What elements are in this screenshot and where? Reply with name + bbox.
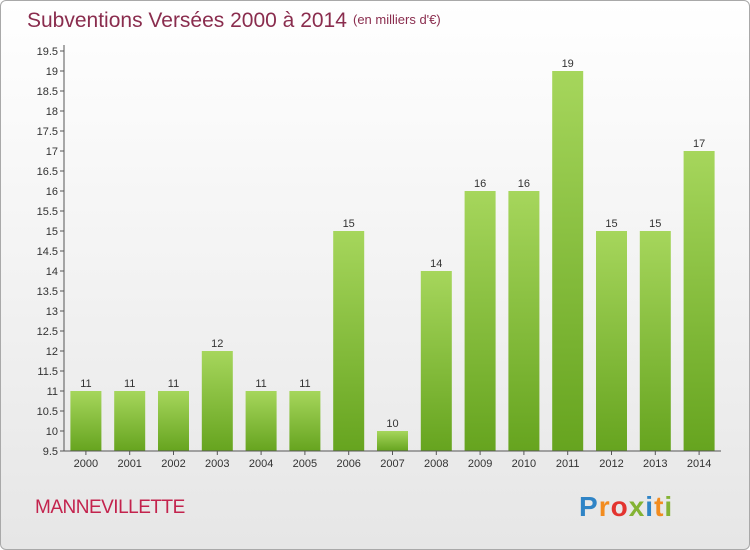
commune-name: MANNEVILLETTE xyxy=(35,497,185,518)
y-tick-label: 13 xyxy=(46,306,58,318)
y-tick-label: 16.5 xyxy=(37,166,58,178)
x-tick-2006: 2006 xyxy=(336,458,360,470)
bar-2013 xyxy=(639,231,671,451)
bar-2012 xyxy=(596,231,627,451)
value-label-2014: 17 xyxy=(693,138,705,150)
value-label-2013: 15 xyxy=(649,218,661,230)
x-tick-2011: 2011 xyxy=(556,458,580,470)
bar-2010 xyxy=(508,191,540,451)
y-tick-label: 12.5 xyxy=(37,326,58,338)
x-tick-2001: 2001 xyxy=(117,458,141,470)
y-tick-label: 18 xyxy=(46,106,58,118)
y-tick-label: 15 xyxy=(46,226,58,238)
bar-2003 xyxy=(201,351,233,451)
value-label-2007: 10 xyxy=(386,418,398,430)
value-label-2011: 19 xyxy=(562,58,574,70)
value-label-2000: 11 xyxy=(80,378,91,390)
value-label-2010: 16 xyxy=(518,178,530,190)
y-tick-label: 16 xyxy=(46,186,58,198)
x-tick-2002: 2002 xyxy=(161,458,185,470)
x-tick-2005: 2005 xyxy=(293,458,317,470)
y-tick-label: 18.5 xyxy=(37,86,58,98)
y-tick-label: 10.5 xyxy=(37,406,58,418)
y-tick-label: 17.5 xyxy=(37,126,58,138)
bars-group: 11 11 11 12 11 11 15 10 14 16 16 19 15 15 17 xyxy=(70,58,715,451)
brand-letter: P xyxy=(579,491,599,522)
chart-unit: (en milliers d'€) xyxy=(353,12,441,27)
y-tick-label: 19.5 xyxy=(37,46,58,58)
x-tick-2003: 2003 xyxy=(205,458,229,470)
y-tick-label: 15.5 xyxy=(37,206,58,218)
bar-2004 xyxy=(245,391,277,451)
x-tick-2000: 2000 xyxy=(74,458,98,470)
bar-2000 xyxy=(70,391,102,451)
bar-2014 xyxy=(683,151,715,451)
x-tick-2009: 2009 xyxy=(468,458,492,470)
brand-letter: i xyxy=(664,491,674,522)
bar-2002 xyxy=(158,391,189,451)
value-label-2006: 15 xyxy=(343,218,355,230)
x-tick-2010: 2010 xyxy=(512,458,536,470)
bar-2011 xyxy=(552,71,584,451)
bar-2009 xyxy=(464,191,496,451)
y-tick-label: 14.5 xyxy=(37,246,58,258)
axes-group: 2000 2001 2002 2003 2004 2005 2006 2007 2008 2009… xyxy=(37,45,721,470)
value-label-2005: 11 xyxy=(299,378,310,390)
brand-letter: i xyxy=(645,491,655,522)
value-label-2004: 11 xyxy=(255,378,266,390)
y-tick-label: 10 xyxy=(46,426,58,438)
bar-2001 xyxy=(114,391,146,451)
value-label-2001: 11 xyxy=(124,378,135,390)
brand-letter: r xyxy=(598,491,611,522)
x-tick-2004: 2004 xyxy=(249,458,273,470)
brand-letter: x xyxy=(628,491,646,522)
y-tick-label: 19 xyxy=(46,66,58,78)
brand-logo: Proxiti xyxy=(579,491,673,523)
bar-2006 xyxy=(333,231,365,451)
y-tick-label: 12 xyxy=(46,346,58,358)
y-tick-label: 14 xyxy=(46,266,58,278)
value-label-2003: 12 xyxy=(211,338,223,350)
x-tick-2014: 2014 xyxy=(687,458,711,470)
y-tick-label: 11 xyxy=(47,386,58,398)
bar-2005 xyxy=(289,391,321,451)
value-label-2012: 15 xyxy=(605,218,617,230)
y-tick-label: 13.5 xyxy=(37,286,58,298)
y-tick-label: 11.5 xyxy=(37,366,58,378)
value-label-2008: 14 xyxy=(430,258,442,270)
brand-letter: o xyxy=(610,491,629,522)
brand-letter: t xyxy=(654,491,665,522)
x-tick-2013: 2013 xyxy=(643,458,667,470)
bar-2007 xyxy=(377,431,408,451)
x-tick-2012: 2012 xyxy=(599,458,623,470)
x-tick-2008: 2008 xyxy=(424,458,448,470)
value-label-2002: 11 xyxy=(168,378,179,390)
y-tick-label: 17 xyxy=(46,146,58,158)
chart-title: Subventions Versées 2000 à 2014 xyxy=(27,9,347,32)
value-label-2009: 16 xyxy=(474,178,486,190)
bar-2008 xyxy=(420,271,452,451)
x-tick-2007: 2007 xyxy=(380,458,404,470)
y-tick-label: 9.5 xyxy=(43,446,58,458)
